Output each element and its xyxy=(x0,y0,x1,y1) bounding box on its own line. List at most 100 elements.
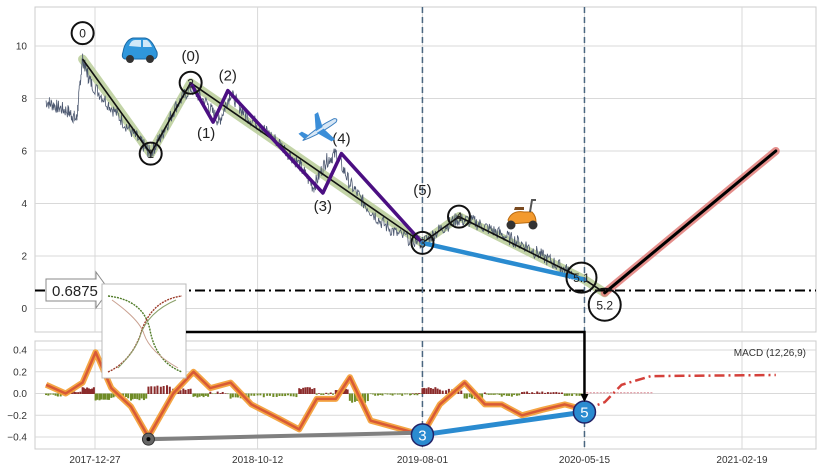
macd-legend: MACD (12,26,9) xyxy=(734,348,806,359)
macd-y-tick-label: −0.2 xyxy=(7,411,27,422)
macd-histogram-bar xyxy=(198,393,201,397)
thumbnail-curve xyxy=(117,299,177,369)
macd-histogram-bar xyxy=(229,393,232,399)
macd-histogram-bar xyxy=(106,393,109,400)
macd-histogram-bar xyxy=(315,393,318,395)
macd-histogram-bar xyxy=(558,392,561,394)
sub-wave-label: (1) xyxy=(197,125,215,142)
macd-histogram-bar xyxy=(353,393,356,402)
macd-histogram-bar xyxy=(606,392,609,394)
macd-histogram-bar xyxy=(403,393,406,395)
macd-content: 35 xyxy=(44,341,776,449)
macd-histogram-bar xyxy=(544,392,547,394)
price-y-tick-label: 0 xyxy=(21,304,27,315)
macd-histogram-bar xyxy=(256,393,259,396)
car-window xyxy=(129,40,152,47)
macd-histogram-bar xyxy=(194,393,197,397)
macd-histogram-bar xyxy=(49,393,52,395)
macd-histogram-bar xyxy=(566,393,569,396)
macd-histogram-bar xyxy=(96,393,99,400)
macd-histogram-bar xyxy=(343,388,346,394)
macd-histogram-bar xyxy=(549,392,552,394)
macd-histogram-bar xyxy=(207,393,210,397)
macd-histogram-bar xyxy=(304,387,307,394)
macd-histogram-bar xyxy=(389,393,392,395)
macd-histogram-bar xyxy=(508,393,511,396)
macd-histogram-bar xyxy=(531,392,534,394)
macd-histogram-bar xyxy=(87,388,90,394)
macd-histogram-bar xyxy=(59,393,62,397)
macd-histogram-bar xyxy=(393,393,396,395)
wave-count-circle xyxy=(587,287,622,322)
macd-histogram-bar xyxy=(306,387,309,394)
macd-marker-label: 3 xyxy=(418,427,426,444)
macd-histogram-bar xyxy=(130,393,133,401)
macd-histogram-bar xyxy=(371,393,374,395)
price-y-tick-label: 4 xyxy=(21,199,27,210)
airplane-tail xyxy=(298,131,309,139)
macd-histogram-bar xyxy=(379,393,382,395)
macd-histogram-bar xyxy=(302,387,305,394)
macd-histogram-bar xyxy=(518,393,521,396)
macd-histogram-bar xyxy=(344,388,347,394)
macd-histogram-bar xyxy=(153,386,156,394)
macd-histogram-bar xyxy=(599,392,602,394)
x-tick-label: 2020-05-15 xyxy=(559,455,611,466)
projection-line xyxy=(420,240,587,282)
thumbnail-frame xyxy=(101,283,187,379)
macd-histogram-bar xyxy=(168,386,171,394)
macd-histogram-bar xyxy=(131,393,134,400)
macd-histogram-bar xyxy=(236,393,239,398)
macd-histogram-bar xyxy=(586,392,589,394)
macd-histogram-bar xyxy=(538,392,541,394)
scooter-icon xyxy=(506,199,538,230)
macd-y-tick-label: 0.2 xyxy=(13,367,27,378)
macd-histogram-bar xyxy=(98,393,101,401)
macd-histogram-bar xyxy=(468,393,471,398)
macd-histogram-bar xyxy=(515,393,518,396)
macd-histogram-bar xyxy=(490,393,493,395)
macd-histogram-bar xyxy=(112,393,115,398)
scooter-handle xyxy=(529,199,536,213)
wave-count-circle xyxy=(410,230,435,255)
macd-histogram-bar xyxy=(465,393,468,399)
car-wheel xyxy=(146,55,154,63)
macd-histogram-bar xyxy=(214,393,217,395)
scooter-body xyxy=(507,211,537,225)
macd-histogram-bar xyxy=(503,393,506,396)
macd-histogram-bar xyxy=(496,393,499,395)
macd-histogram-bar xyxy=(533,393,536,394)
macd-histogram-bar xyxy=(366,393,369,402)
macd-histogram-bar xyxy=(348,393,351,401)
macd-histogram-bar xyxy=(211,393,214,395)
macd-histogram-bar xyxy=(470,393,473,399)
macd-histogram-bar xyxy=(231,393,234,398)
price-content: 0 1 2 3 4 5.1 5.2 (0) (1) (2) (3) (4) (5) xyxy=(35,7,816,332)
macd-histogram-bar xyxy=(272,393,275,397)
macd-histogram-bar xyxy=(596,392,599,394)
macd-histogram-bar xyxy=(247,393,250,399)
wave-count-label: 0 xyxy=(79,27,86,41)
macd-histogram-bar xyxy=(84,388,87,394)
macd-histogram-bar xyxy=(313,388,316,394)
price-y-axis: 0 2 4 6 8 10 xyxy=(16,42,28,316)
macd-histogram-bar xyxy=(421,388,424,394)
macd-histogram-bar xyxy=(626,392,629,394)
x-axis: 2017-12-27 2018-10-12 2019-08-01 2020-05-15… xyxy=(69,455,768,466)
sub-wave-label: (2) xyxy=(219,68,237,85)
macd-histogram-bar xyxy=(560,392,563,394)
macd-histogram-bar xyxy=(89,389,92,394)
x-tick-label: 2018-10-12 xyxy=(232,455,284,466)
car-wheel xyxy=(126,55,134,63)
x-tick-label: 2017-12-27 xyxy=(69,455,121,466)
macd-histogram-bar xyxy=(147,386,150,394)
macd-histogram-bar xyxy=(159,386,162,394)
macd-histogram-bar xyxy=(418,393,421,394)
macd-histogram-bar xyxy=(492,393,495,395)
macd-histogram-bar xyxy=(266,393,269,396)
macd-histogram-bar xyxy=(609,392,612,394)
macd-histogram-bar xyxy=(142,393,145,401)
macd-histogram-bar xyxy=(162,386,165,394)
macd-histogram-bar xyxy=(593,392,596,394)
